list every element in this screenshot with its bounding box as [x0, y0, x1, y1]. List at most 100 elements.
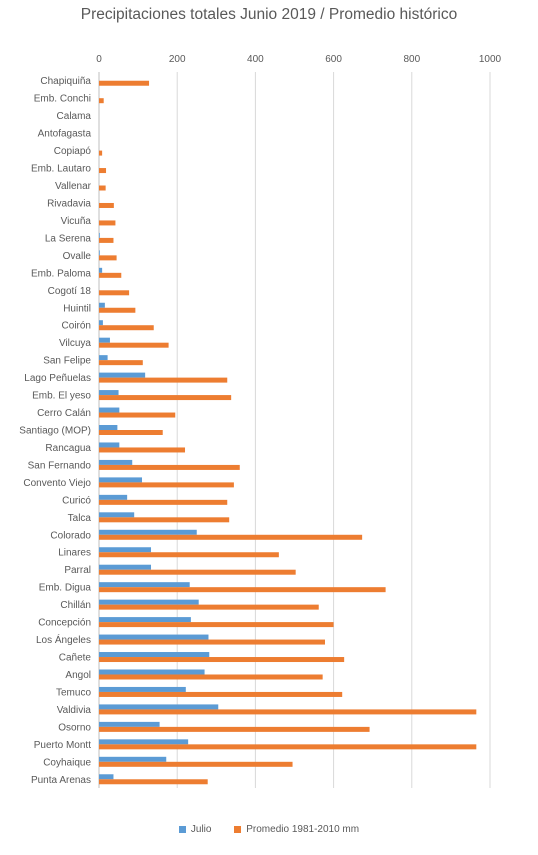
bar-promedio [99, 622, 334, 628]
category-label: La Serena [45, 233, 92, 244]
category-label: Chapiquiña [40, 76, 91, 87]
bar-promedio [99, 499, 228, 505]
bar-julio [99, 721, 160, 727]
bar-promedio [99, 272, 122, 278]
bar-promedio [99, 395, 232, 401]
x-axis-ticks: 0 200 400 600 800 1000 [96, 54, 501, 65]
bar-promedio [99, 150, 103, 156]
bar-julio [99, 407, 120, 413]
bar-julio [99, 494, 128, 500]
legend-label-promedio: Promedio 1981-2010 mm [246, 824, 360, 835]
bar-promedio [99, 430, 163, 435]
bar-julio [99, 739, 189, 745]
bar-promedio [99, 709, 477, 715]
bar-julio [99, 686, 186, 692]
category-label: Ovalle [63, 251, 92, 262]
bar-julio [99, 337, 110, 343]
bar-promedio [99, 377, 228, 383]
category-label: Los Ángeles [36, 633, 91, 646]
legend-swatch-promedio [234, 825, 242, 833]
bar-promedio [99, 202, 114, 208]
legend-item-julio: Julio [178, 824, 211, 835]
x-tick-label: 200 [169, 54, 186, 65]
category-label: Curicó [62, 495, 91, 506]
category-label: Copiapó [54, 146, 92, 157]
category-label: Huintil [63, 303, 91, 314]
category-label: Rivadavia [47, 198, 91, 209]
category-label: Cerro Calán [37, 408, 91, 419]
bar-julio [99, 232, 100, 238]
category-label: Cogotí 18 [48, 286, 92, 297]
bar-julio [99, 652, 210, 658]
bar-promedio [99, 237, 114, 243]
x-tick-label: 1000 [479, 54, 502, 65]
category-label: Lago Peñuelas [24, 373, 91, 384]
category-label: Chillán [60, 600, 91, 611]
bar-promedio [99, 80, 150, 86]
category-label: Puerto Montt [34, 740, 91, 751]
bar-promedio [99, 360, 143, 366]
bar-promedio [99, 325, 154, 331]
bar-julio [99, 669, 205, 675]
bar-promedio [99, 639, 325, 645]
bar-julio [99, 320, 103, 326]
bar-promedio [99, 744, 477, 750]
category-label: Valdivia [57, 705, 92, 716]
bar-julio [99, 442, 120, 448]
bar-julio [99, 512, 135, 518]
bar-promedio [99, 517, 230, 523]
bar-julio [99, 617, 191, 623]
legend: Julio Promedio 1981-2010 mm [0, 824, 538, 835]
bar-promedio [99, 726, 370, 732]
bar-julio [99, 250, 100, 256]
x-tick-label: 400 [247, 54, 264, 65]
category-label: Emb. Paloma [31, 268, 91, 279]
bar-promedio [99, 761, 293, 767]
category-label: Vilcuya [59, 338, 91, 349]
category-label: Punta Arenas [31, 775, 91, 786]
bar-julio [99, 599, 199, 605]
bar-julio [99, 477, 143, 483]
x-tick-label: 600 [325, 54, 342, 65]
bar-julio [99, 267, 103, 273]
legend-item-promedio: Promedio 1981-2010 mm [234, 824, 359, 835]
bar-julio [99, 634, 209, 640]
bar-promedio [99, 674, 323, 680]
bar-promedio [99, 412, 176, 418]
bar-promedio [99, 779, 208, 785]
category-label: San Felipe [43, 356, 91, 367]
category-label: Vallenar [55, 181, 92, 192]
category-label: Santiago (MOP) [19, 426, 91, 437]
bar-julio [99, 529, 197, 535]
category-label: Osorno [58, 722, 91, 733]
x-tick-label: 800 [403, 54, 420, 65]
bar-julio [99, 756, 167, 762]
bar-promedio [99, 534, 363, 540]
category-label: Calama [57, 111, 92, 122]
bar-promedio [99, 464, 240, 470]
bar-julio [99, 774, 114, 780]
category-label: Convento Viejo [23, 478, 91, 489]
bar-promedio [99, 447, 186, 453]
x-tick-label: 0 [96, 54, 102, 65]
legend-swatch-julio [178, 825, 186, 833]
bar-promedio [99, 220, 116, 226]
bar-promedio [99, 168, 107, 174]
bar-promedio [99, 691, 343, 697]
category-label: Colorado [50, 530, 91, 541]
bar-julio [99, 704, 219, 710]
category-label: Cañete [59, 653, 92, 664]
bar-promedio [99, 587, 386, 593]
bar-promedio [99, 98, 104, 104]
category-label: Coirón [62, 321, 91, 332]
bar-promedio [99, 604, 319, 610]
bar-julio [99, 582, 190, 588]
bar-julio [99, 564, 152, 570]
bar-promedio [99, 552, 279, 558]
bar-julio [99, 302, 105, 308]
category-label: Emb. Digua [39, 583, 92, 594]
category-label: Rancagua [45, 443, 91, 454]
category-label: Antofagasta [38, 129, 92, 140]
bar-promedio [99, 657, 345, 663]
